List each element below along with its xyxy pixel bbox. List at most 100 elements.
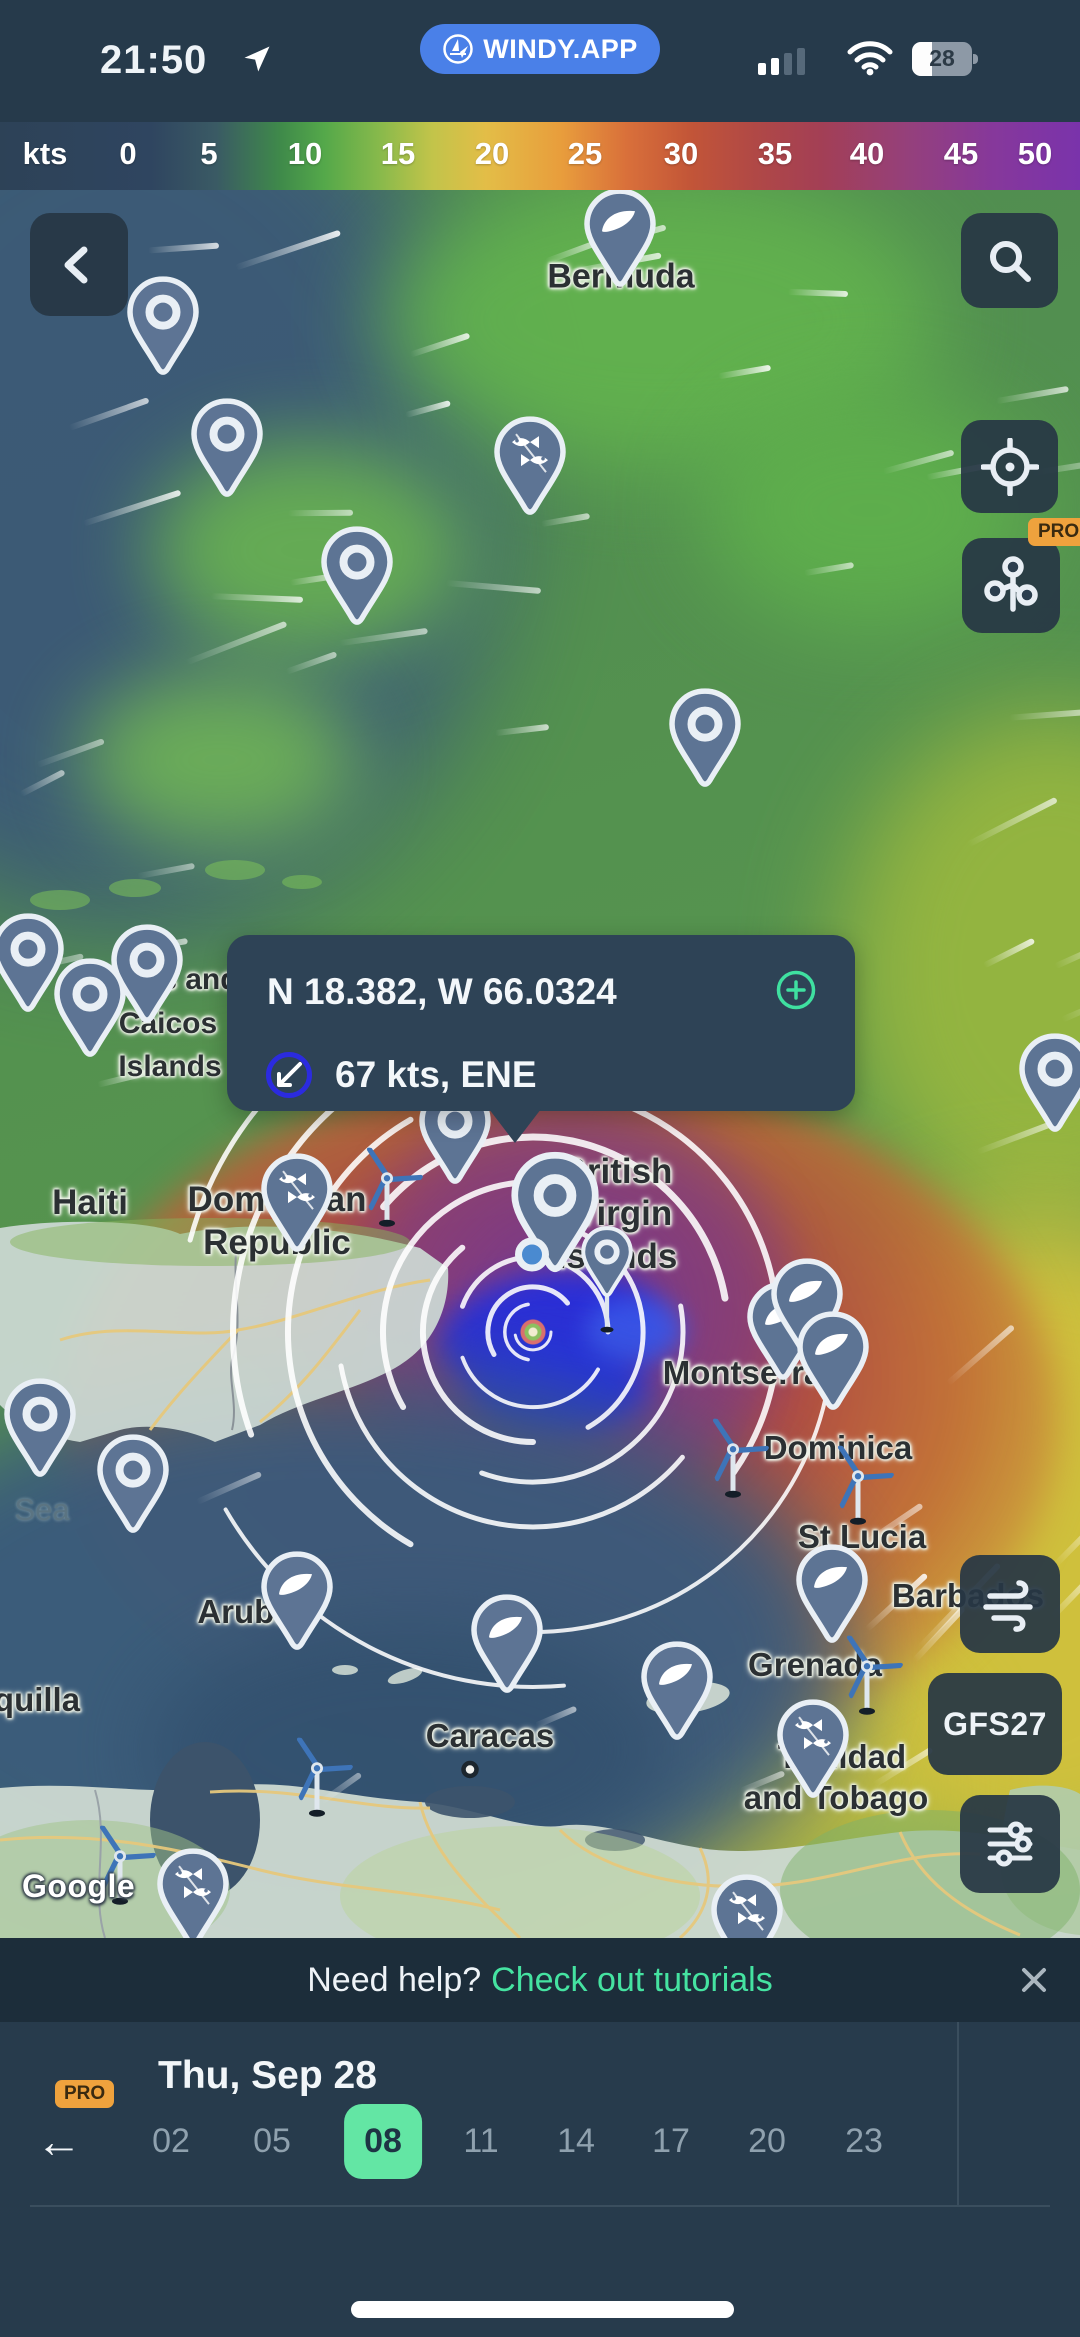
city-dot-icon[interactable]	[458, 1758, 482, 1787]
legend-tick: 5	[200, 136, 218, 171]
route-icon	[984, 555, 1038, 612]
legend-tick: 35	[757, 136, 793, 171]
popup-coordinates: N 18.382, W 66.0324	[267, 971, 617, 1012]
hour-chip[interactable]: 17	[652, 2122, 690, 2160]
spot-pin[interactable]	[417, 1085, 493, 1190]
hurricane-eye	[519, 1318, 547, 1346]
add-favorite-button[interactable]	[773, 967, 819, 1013]
locate-button[interactable]	[961, 420, 1058, 513]
surf-pin[interactable]	[639, 1641, 715, 1746]
wind-turbine-icon[interactable]	[345, 1134, 429, 1243]
map-place-label: Caicos	[118, 1007, 218, 1040]
home-indicator[interactable]	[351, 2301, 734, 2318]
timeline-date: Thu, Sep 28	[158, 2054, 377, 2097]
cellular-signal-icon	[758, 48, 805, 75]
previous-day-button[interactable]: ←	[36, 2115, 82, 2167]
wind-turbine-icon[interactable]	[78, 1812, 162, 1921]
tutorials-link[interactable]: Check out tutorials	[491, 1960, 773, 1999]
station-dot-icon[interactable]	[510, 1233, 554, 1282]
fish-pin[interactable]	[775, 1699, 851, 1804]
legend-tick: 45	[943, 136, 979, 171]
timeline-divider-horizontal	[30, 2205, 1050, 2207]
battery-icon: 28	[912, 42, 978, 76]
surf-pin[interactable]	[795, 1311, 871, 1416]
hour-chip-selected[interactable]: 08	[344, 2104, 422, 2179]
spot-pin[interactable]	[1017, 1033, 1080, 1138]
spot-pin[interactable]	[125, 276, 201, 381]
wind-turbine-icon[interactable]	[275, 1724, 359, 1833]
popup-wind-value: 67 kts, ENE	[335, 1054, 537, 1095]
fish-pin[interactable]	[709, 1874, 785, 1938]
surf-pin[interactable]	[582, 190, 658, 293]
fish-pin[interactable]	[155, 1848, 231, 1938]
back-button[interactable]	[30, 213, 128, 316]
model-label: GFS27	[943, 1705, 1047, 1742]
close-icon	[1022, 1968, 1046, 1992]
spot-pin[interactable]	[52, 958, 128, 1063]
land-layer	[0, 860, 1080, 1938]
status-bar: 21:50 WINDY.APP 28	[0, 0, 1080, 122]
surf-pin[interactable]	[469, 1594, 545, 1699]
wind-turbine-icon[interactable]	[816, 1432, 900, 1541]
google-attribution: Google	[22, 1868, 136, 1904]
map-place-label: Haiti	[52, 1183, 128, 1222]
hour-chip[interactable]: 11	[463, 2122, 499, 2160]
help-banner-text: Need help?	[307, 1960, 482, 1999]
legend-tick: 10	[287, 136, 323, 171]
route-button[interactable]	[962, 538, 1060, 633]
search-button[interactable]	[961, 213, 1058, 308]
legend-tick: 15	[380, 136, 416, 171]
wind-turbine-icon[interactable]	[825, 1622, 909, 1731]
hour-chip[interactable]: 23	[845, 2122, 883, 2160]
surf-pin[interactable]	[259, 1551, 335, 1656]
windy-logo-icon	[443, 34, 473, 64]
legend-tick: 0	[119, 136, 137, 171]
spot-pin[interactable]	[0, 913, 66, 1018]
hour-chip[interactable]: 02	[152, 2122, 190, 2160]
settings-button[interactable]	[960, 1795, 1060, 1893]
spot-pin[interactable]	[2, 1378, 78, 1483]
legend-tick: kts	[22, 136, 68, 171]
wind-icon	[983, 1580, 1033, 1632]
hour-chip[interactable]: 05	[253, 2122, 291, 2160]
legend-tick: 25	[567, 136, 603, 171]
battery-percent: 28	[929, 45, 955, 71]
pro-badge-map: PRO	[1028, 518, 1080, 546]
wind-speed-legend[interactable]: kts 0 5 10 15 20 25 30 35 40 45 50	[0, 122, 1080, 190]
fish-pin[interactable]	[492, 416, 568, 521]
surf-pin[interactable]	[794, 1544, 870, 1649]
map-place-label: quilla	[0, 1681, 81, 1718]
windy-brand-pill[interactable]: WINDY.APP	[420, 24, 660, 74]
spot-pin[interactable]	[189, 398, 265, 503]
model-button[interactable]: GFS27	[928, 1673, 1062, 1775]
spot-pin[interactable]	[319, 526, 395, 631]
legend-tick: 50	[1017, 136, 1053, 171]
weather-map[interactable]: BermudaTurks andCaicosIslandsHaitiDomini…	[0, 190, 1080, 1938]
bottom-bar	[0, 2210, 1080, 2337]
spot-pin[interactable]	[109, 924, 185, 1029]
fish-pin[interactable]	[259, 1153, 335, 1258]
close-banner-button[interactable]	[1010, 1956, 1058, 2004]
map-place-label: and Tobago	[743, 1779, 929, 1816]
wind-turbine-icon[interactable]	[691, 1405, 775, 1514]
pro-badge-timeline: PRO	[55, 2080, 115, 2108]
spot-pin[interactable]	[667, 688, 743, 793]
chevron-left-icon	[64, 246, 88, 283]
hour-chip[interactable]: 20	[748, 2122, 786, 2160]
map-place-label: Islands	[118, 1050, 222, 1083]
location-arrow-icon	[244, 46, 270, 72]
pole-pin[interactable]	[580, 1226, 635, 1352]
map-place-label: Sea	[14, 1492, 70, 1527]
sliders-icon	[987, 1821, 1033, 1867]
wind-direction-icon	[266, 1052, 312, 1098]
hour-chip[interactable]: 14	[557, 2122, 595, 2160]
spot-pin[interactable]	[509, 1151, 602, 1280]
spot-pin[interactable]	[95, 1434, 171, 1539]
status-time: 21:50	[100, 38, 208, 82]
location-popup[interactable]: N 18.382, W 66.0324 67 kts, ENE	[227, 935, 855, 1143]
wifi-icon	[847, 41, 893, 76]
forecast-timeline: PRO ← Thu, Sep 28 02 05 08 11 14 17 20 23	[0, 2022, 1080, 2210]
windy-brand-label: WINDY.APP	[483, 33, 638, 64]
wind-layer-button[interactable]	[960, 1555, 1060, 1653]
